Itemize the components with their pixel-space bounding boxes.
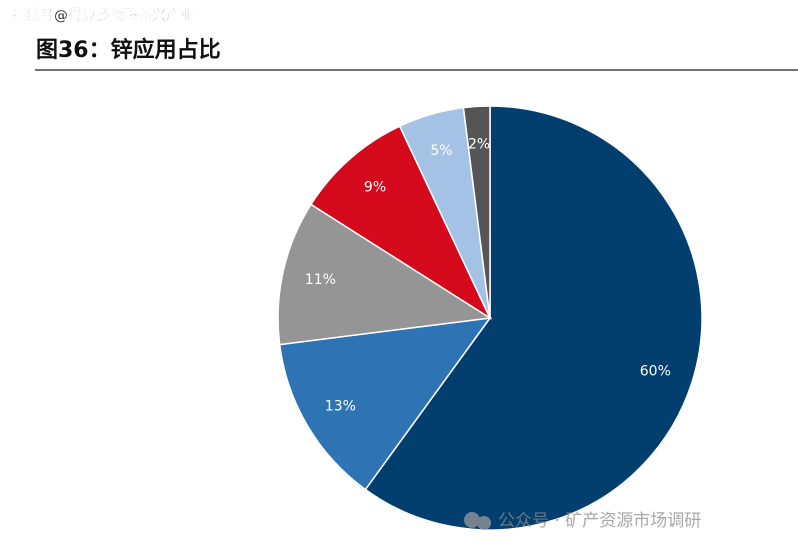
pie-slice [364, 105, 703, 531]
footer-watermark-group: 公众号 · 矿产资源市场调研 [464, 511, 701, 531]
data-label: 60% [640, 364, 671, 380]
watermark-icon [477, 516, 491, 530]
pie-slice [277, 203, 493, 346]
data-label: 9% [364, 180, 386, 196]
source-watermark: 搜狐号@得算多战略新兴产业 [12, 7, 194, 24]
pie: 60% 13% 11% 9% 5% 2% [277, 105, 703, 531]
data-label: 11% [305, 272, 336, 288]
watermark-icon [464, 512, 480, 528]
pie-slice [278, 317, 492, 491]
data-label: 2% [468, 137, 490, 153]
data-label: 5% [430, 143, 452, 159]
footer-watermark: 公众号 · 矿产资源市场调研 [498, 511, 701, 531]
data-label: 13% [325, 398, 356, 414]
pie-slice [309, 125, 492, 321]
pie-slice [462, 105, 491, 319]
chart-title: 图36：锌应用占比 [36, 37, 221, 63]
